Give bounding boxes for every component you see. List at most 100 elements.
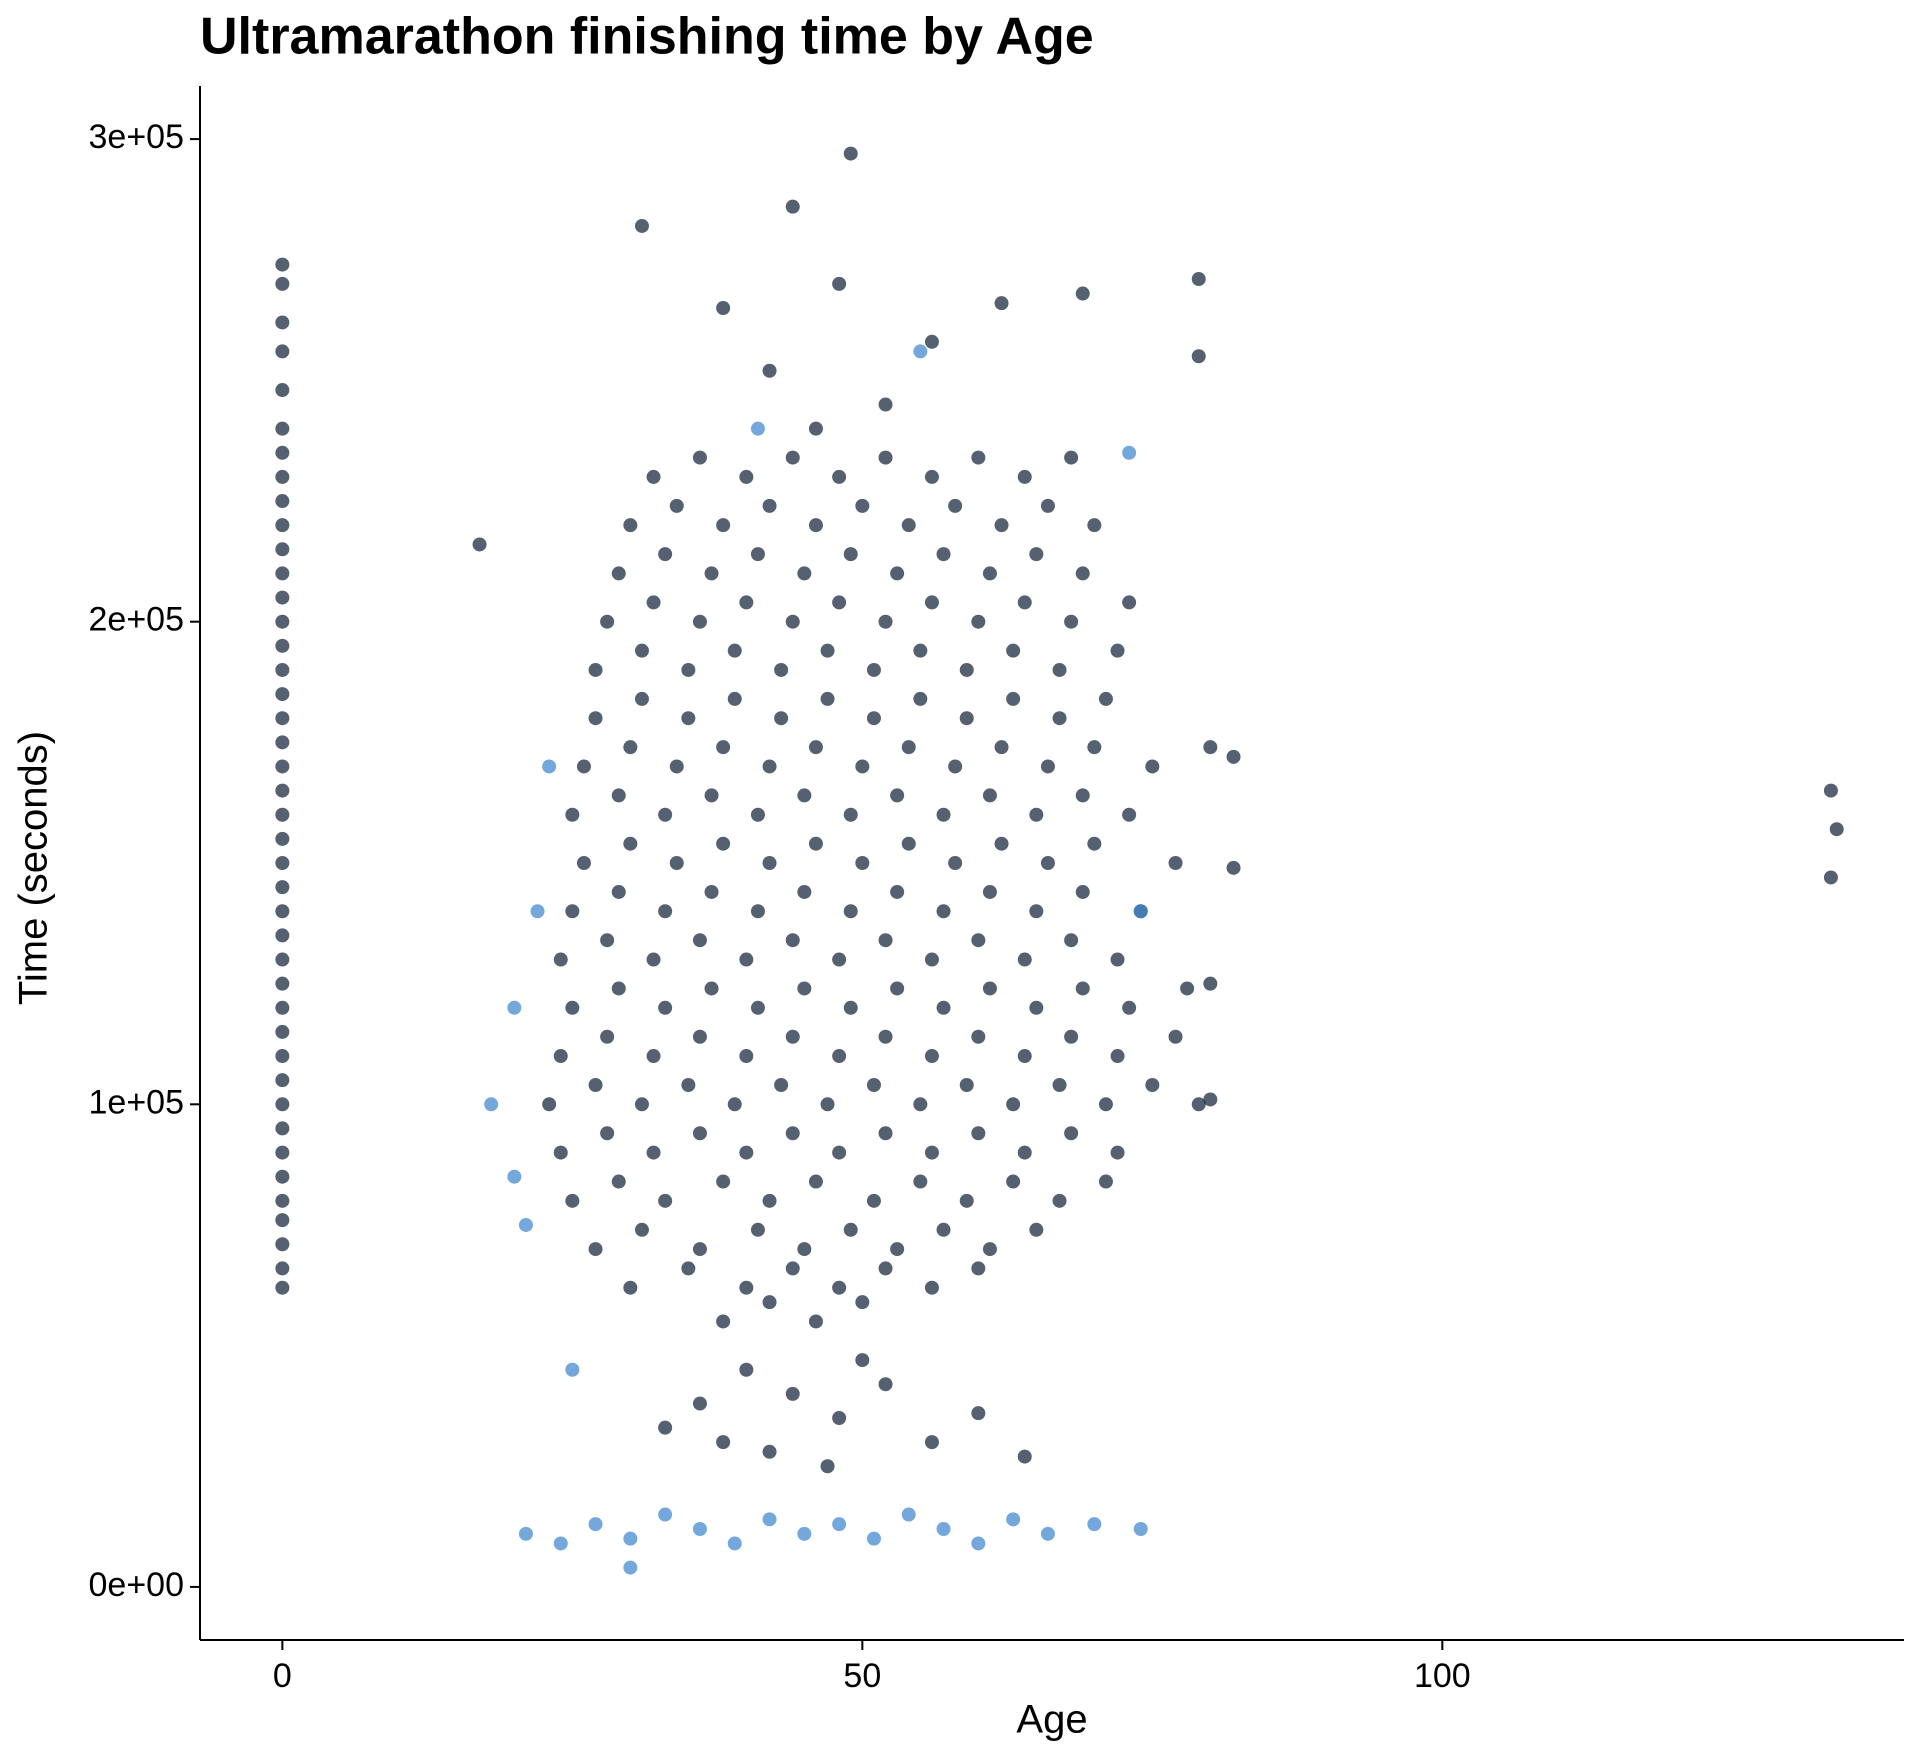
point [739, 1280, 754, 1295]
point [924, 1280, 939, 1295]
point [1829, 822, 1844, 837]
point [727, 1097, 742, 1112]
point [623, 1531, 638, 1546]
point [275, 880, 290, 895]
x-tick-label: 50 [843, 1657, 881, 1695]
y-tick-label: 0e+00 [89, 1566, 185, 1604]
point [785, 1029, 800, 1044]
point [924, 595, 939, 610]
point [924, 1049, 939, 1064]
point [669, 759, 684, 774]
point [982, 884, 997, 899]
point [1145, 759, 1160, 774]
point [739, 1362, 754, 1377]
point [727, 643, 742, 658]
point [750, 421, 765, 436]
point [901, 518, 916, 533]
point [275, 469, 290, 484]
point [762, 1295, 777, 1310]
point [275, 662, 290, 677]
point [275, 807, 290, 822]
point [507, 1169, 522, 1184]
point [692, 1126, 707, 1141]
y-axis-label: Time (seconds) [12, 731, 56, 1005]
point [542, 759, 557, 774]
point [948, 856, 963, 870]
point [1006, 643, 1021, 658]
point [1017, 1145, 1032, 1160]
point [982, 981, 997, 996]
y-tick-label: 1e+05 [89, 1083, 185, 1121]
point [275, 445, 290, 460]
point [600, 1126, 615, 1141]
point [658, 547, 673, 562]
point [1075, 788, 1090, 803]
point [669, 498, 684, 513]
point [275, 1000, 290, 1015]
point [739, 1145, 754, 1160]
point [275, 421, 290, 436]
point [785, 1386, 800, 1401]
point [716, 1435, 731, 1450]
point [634, 691, 649, 706]
point [855, 759, 870, 774]
point [275, 976, 290, 991]
point [1087, 518, 1102, 533]
point [275, 1049, 290, 1064]
point [971, 450, 986, 465]
point [588, 1242, 603, 1257]
point [797, 1242, 812, 1257]
x-tick-label: 100 [1414, 1657, 1471, 1695]
point [1029, 547, 1044, 562]
point [1064, 450, 1079, 465]
point [924, 334, 939, 349]
point [275, 494, 290, 509]
point [936, 1222, 951, 1237]
point [797, 981, 812, 996]
point [1017, 1449, 1032, 1464]
point [611, 788, 626, 803]
point [750, 547, 765, 562]
point [878, 1377, 893, 1392]
point [646, 595, 661, 610]
point [843, 1000, 858, 1015]
point [878, 450, 893, 465]
point [890, 1242, 905, 1257]
point [716, 740, 731, 755]
point [553, 1049, 568, 1064]
point [1098, 1097, 1113, 1112]
point [553, 1536, 568, 1551]
point [855, 1295, 870, 1310]
point [681, 662, 696, 677]
point [623, 518, 638, 533]
point [1064, 1126, 1079, 1141]
point [1122, 1000, 1137, 1015]
point [878, 1261, 893, 1276]
point [1075, 884, 1090, 899]
point [1203, 976, 1218, 991]
point [832, 1411, 847, 1425]
point [959, 662, 974, 677]
point [1064, 933, 1079, 948]
point [1226, 860, 1241, 875]
point [1098, 1174, 1113, 1189]
point [762, 759, 777, 774]
point [1006, 1174, 1021, 1189]
point [553, 952, 568, 967]
point [832, 1517, 847, 1532]
point [994, 518, 1009, 533]
point [275, 735, 290, 750]
point [1006, 691, 1021, 706]
point [750, 1222, 765, 1237]
point [820, 1459, 835, 1474]
point [611, 566, 626, 581]
point [936, 807, 951, 822]
y-tick-label: 3e+05 [89, 118, 185, 156]
point [971, 1029, 986, 1044]
point [518, 1526, 533, 1541]
point [275, 783, 290, 798]
point [646, 469, 661, 484]
point [275, 1280, 290, 1295]
point [890, 884, 905, 899]
point [692, 1242, 707, 1257]
